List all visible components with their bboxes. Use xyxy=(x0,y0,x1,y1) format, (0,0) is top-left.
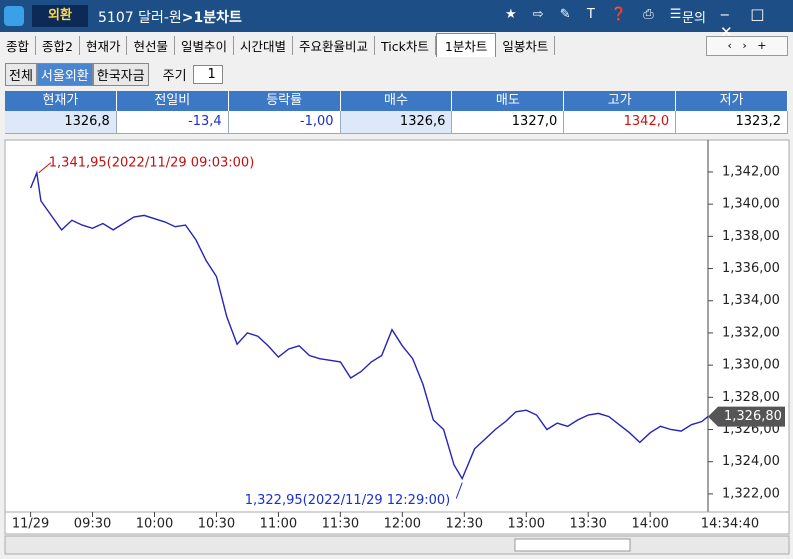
y-tick-label: 1,328,00 xyxy=(722,390,780,405)
y-tick-label: 1,342,00 xyxy=(722,164,780,179)
tab[interactable]: 주요환율비교 xyxy=(293,35,376,55)
window-tab[interactable]: 외환 xyxy=(32,5,88,27)
quote-header: 고가 xyxy=(564,91,677,111)
low-annotation: 1,322,95(2022/11/29 12:29:00) xyxy=(245,493,450,508)
quote-header: 현재가 xyxy=(5,91,117,111)
quote-value: 1342,0 xyxy=(564,111,677,134)
x-tick-label: 12:00 xyxy=(384,517,421,532)
quote-value: 1326,8 xyxy=(5,111,117,134)
x-axis-band xyxy=(4,511,790,535)
quote-header: 매수 xyxy=(340,91,453,111)
x-tick-label: 11:00 xyxy=(260,517,297,532)
y-tick-label: 1,334,00 xyxy=(722,293,780,308)
y-tick-label: 1,340,00 xyxy=(722,197,780,212)
x-tick-label: 09:30 xyxy=(74,517,111,532)
quote-header: 저가 xyxy=(676,91,788,111)
tab[interactable]: 시간대별 xyxy=(234,35,294,55)
tab[interactable]: Tick차트 xyxy=(375,35,436,55)
quote-header: 전일비 xyxy=(116,91,229,111)
last-price-label: 1,326,80 xyxy=(724,409,782,424)
market-button[interactable]: 한국자금 xyxy=(92,62,149,86)
low-arrow xyxy=(455,482,463,499)
x-tick-label: 10:00 xyxy=(136,517,173,532)
quote-value: -1,00 xyxy=(228,111,341,134)
x-tick-label: 14:00 xyxy=(631,517,668,532)
period-input[interactable]: 1 xyxy=(192,64,223,84)
high-annotation: 1,341,95(2022/11/29 09:03:00) xyxy=(49,155,254,170)
quote-value: 1326,6 xyxy=(340,111,453,134)
market-button[interactable]: 전체 xyxy=(5,62,37,86)
toolbar-icons[interactable]: ★ ⇨ ✎ T ❓ ⎙ ☰ xyxy=(505,7,688,22)
tab[interactable]: 일별추이 xyxy=(175,35,235,55)
y-tick-label: 1,332,00 xyxy=(722,325,780,340)
tab[interactable]: 현재가 xyxy=(80,35,128,55)
x-tick-label: 10:30 xyxy=(198,517,235,532)
tab[interactable]: 현선물 xyxy=(127,35,175,55)
x-tick-label: 12:30 xyxy=(446,517,483,532)
price-line xyxy=(29,170,709,481)
x-tick-label: 13:00 xyxy=(508,517,545,532)
y-tick-label: 1,324,00 xyxy=(722,454,780,469)
tab[interactable]: 종합2 xyxy=(36,35,80,55)
scroll-thumb[interactable] xyxy=(514,538,631,552)
chart-frame xyxy=(4,139,790,513)
x-tick-label: 11/29 xyxy=(12,517,49,532)
app-icon xyxy=(4,6,24,26)
x-tick-label: 11:30 xyxy=(322,517,359,532)
high-arrow xyxy=(38,162,52,174)
title-suffix: >1분차트 xyxy=(181,10,242,26)
quote-header: 등락률 xyxy=(228,91,341,111)
market-button[interactable]: 서울외환 xyxy=(36,62,93,86)
help-button[interactable]: 문의 xyxy=(682,11,706,26)
tab[interactable]: 1분차트 xyxy=(435,33,497,57)
quote-value: 1323,2 xyxy=(676,111,788,134)
last-price-marker xyxy=(708,406,785,427)
y-tick-label: 1,330,00 xyxy=(722,358,780,373)
tab[interactable]: 일봉차트 xyxy=(496,35,556,55)
y-tick-label: 1,322,00 xyxy=(722,486,780,501)
scrollbar[interactable] xyxy=(4,535,790,555)
title-prefix: 5107 달러-원 xyxy=(98,10,182,26)
toolbar: 전체 서울외환 한국자금 주기 1 xyxy=(5,62,223,86)
quote-header: 매도 xyxy=(452,91,565,111)
tab[interactable]: 종합 xyxy=(0,35,37,55)
y-tick-label: 1,338,00 xyxy=(722,229,780,244)
tab-scroll[interactable]: ‹ › + xyxy=(706,36,788,56)
quote-value: 1327,0 xyxy=(452,111,565,134)
quote-table: 현재가 전일비 등락률 매수 매도 고가 저가 1326,8 -13,4 -1,00 1326,6 1… xyxy=(5,91,788,134)
window-title: 5107 달러-원>1분차트 xyxy=(98,7,242,27)
x-tick-label: 13:30 xyxy=(569,517,606,532)
title-bar: 외환 5107 달러-원>1분차트 ★ ⇨ ✎ T ❓ ⎙ ☰ 문의 ‒ □ ✕ xyxy=(0,0,793,41)
tab-bar: 종합 종합2 현재가 현선물 일별추이 시간대별 주요환율비교 Tick차트 1분차트 일봉차트 xyxy=(0,32,793,58)
period-label: 주기 xyxy=(162,68,187,84)
y-tick-label: 1,336,00 xyxy=(722,261,780,276)
quote-value: -13,4 xyxy=(116,111,229,134)
time-label: 14:34:40 xyxy=(701,517,759,532)
